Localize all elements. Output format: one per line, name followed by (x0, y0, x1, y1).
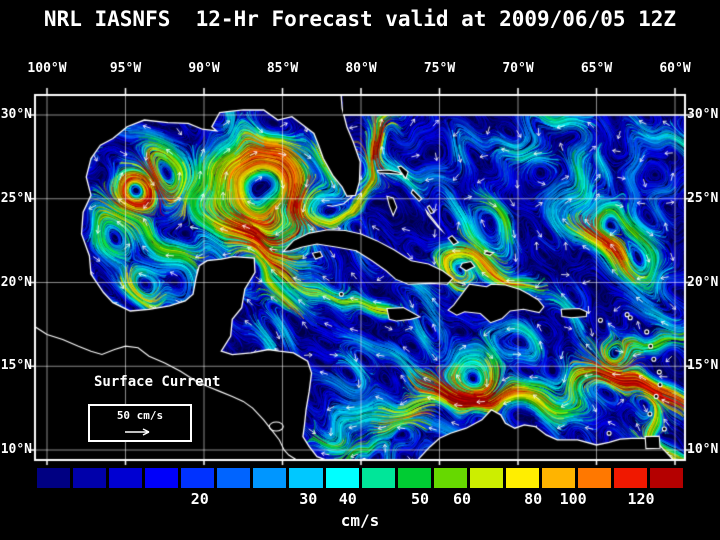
colorbar-segment (469, 468, 503, 488)
current-scale-box: 50 cm/s (88, 404, 192, 442)
colorbar-segment (181, 468, 215, 488)
colorbar-segment (650, 468, 684, 488)
colorbar-segment (325, 468, 359, 488)
speed-colorbar (37, 468, 684, 488)
lat-tick-label: 20°N (687, 274, 719, 290)
scale-value-label: 50 cm/s (116, 409, 164, 422)
colorbar-segment (541, 468, 575, 488)
surface-current-label: Surface Current (94, 374, 221, 390)
colorbar-tick-label: 100 (559, 490, 587, 508)
colorbar-segment (505, 468, 539, 488)
lon-tick-label: 80°W (345, 61, 377, 76)
colorbar-segment (361, 468, 395, 488)
colorbar-segment (217, 468, 251, 488)
lat-tick-label: 10°N (687, 442, 719, 457)
lat-tick-label: 15°N (687, 358, 719, 374)
colorbar-segment (145, 468, 179, 488)
colorbar-segment (433, 468, 467, 488)
colorbar-segment (37, 468, 71, 488)
colorbar-segment (289, 468, 323, 488)
lat-tick-label: 25°N (0, 190, 32, 206)
colorbar-segment (253, 468, 287, 488)
colorbar-unit-label: cm/s (340, 511, 380, 530)
page-title: NRL IASNFS 12-Hr Forecast valid at 2009/… (43, 7, 677, 31)
lon-tick-label: 75°W (423, 61, 456, 76)
colorbar-segment (109, 468, 143, 488)
lon-tick-label: 70°W (502, 61, 534, 76)
colorbar-tick-label: 60 (453, 490, 472, 508)
colorbar-tick-label: 120 (627, 490, 655, 508)
colorbar-segment (614, 468, 648, 488)
colorbar-tick-label: 20 (190, 490, 209, 508)
colorbar-tick-label: 80 (524, 490, 543, 508)
lat-tick-label: 30°N (687, 107, 719, 122)
lat-tick-label: 30°N (0, 107, 32, 122)
lon-tick-label: 65°W (580, 61, 613, 76)
lat-tick-label: 20°N (0, 274, 32, 290)
colorbar-tick-label: 40 (338, 490, 357, 508)
lat-tick-label: 25°N (687, 190, 719, 206)
lon-tick-label: 90°W (188, 61, 220, 76)
colorbar-tick-label: 30 (299, 490, 318, 508)
lon-tick-label: 95°W (109, 61, 142, 76)
colorbar-segment (577, 468, 611, 488)
lat-tick-label: 15°N (0, 358, 32, 374)
lat-tick-label: 10°N (0, 442, 32, 457)
lon-tick-label: 85°W (266, 61, 299, 76)
colorbar-segment (397, 468, 431, 488)
scale-arrow-icon (125, 428, 150, 436)
colorbar-tick-label: 50 (411, 490, 430, 508)
colorbar-segment (73, 468, 107, 488)
lon-tick-label: 60°W (659, 61, 691, 76)
lon-tick-label: 100°W (27, 61, 67, 76)
